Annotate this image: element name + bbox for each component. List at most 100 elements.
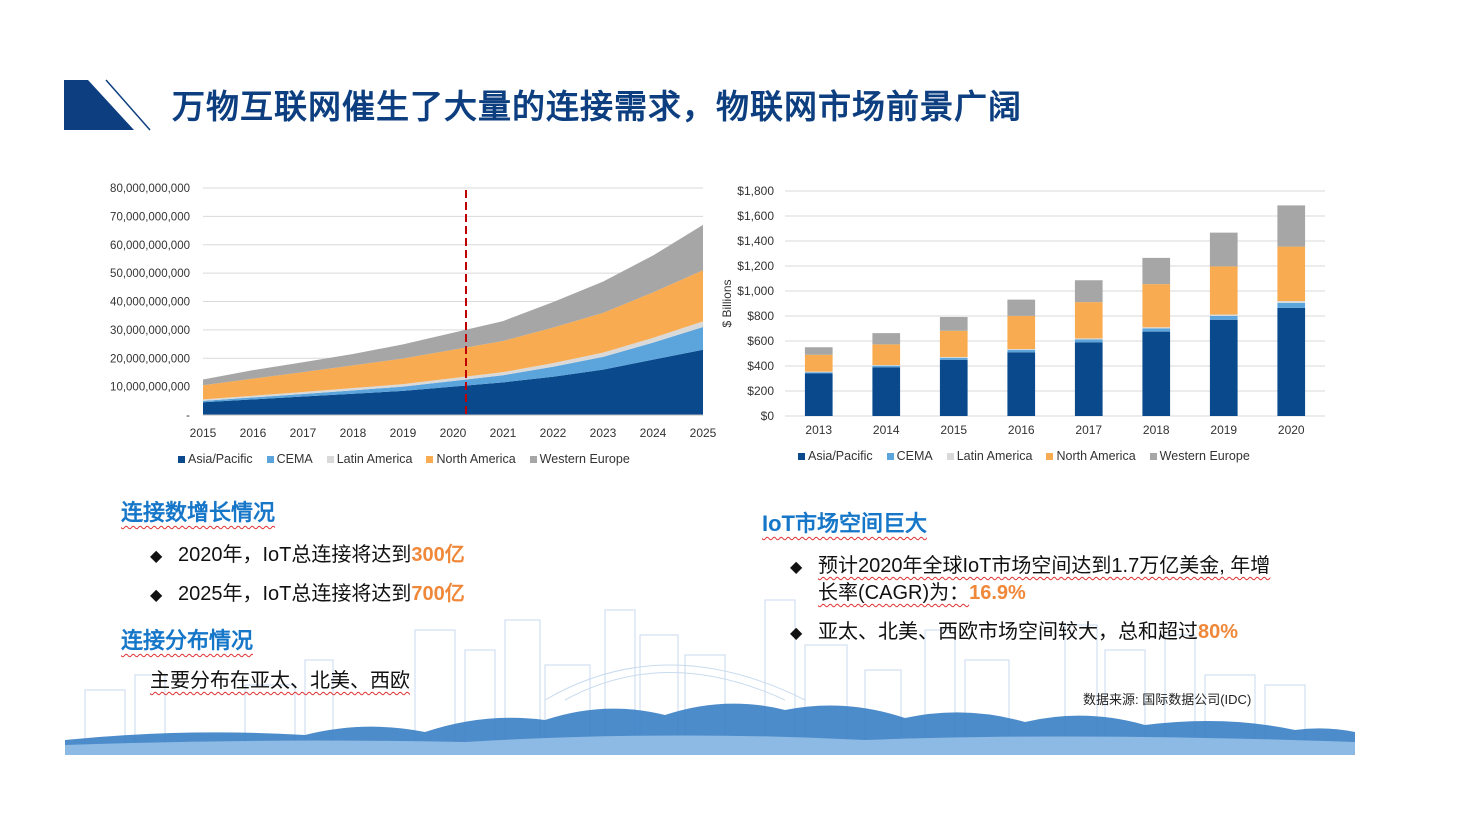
data-source-note: 数据来源: 国际数据公司(IDC) <box>1083 692 1252 707</box>
area-series-asia-pacific <box>203 349 703 415</box>
y-tick-label: $1,200 <box>737 259 774 273</box>
right-chart-legend: Asia/Pacific CEMA Latin America North Am… <box>798 449 1250 463</box>
market-bar-chart: $0 $200 $400 $600 $800 $1,000 $1,200 $1,400 $1,6… <box>720 184 1325 437</box>
bar-asia-pacific <box>1277 307 1306 416</box>
bullet-text: 亚太、北美、西欧市场空间较大，总和超过 <box>818 621 1198 643</box>
bar-western-europe <box>1074 280 1103 303</box>
bar-western-europe <box>1209 232 1238 267</box>
x-tick-label: 2013 <box>805 423 832 437</box>
y-tick-label: 60,000,000,000 <box>110 240 190 252</box>
y-tick-label: 10,000,000,000 <box>110 382 190 394</box>
x-tick-label: 2024 <box>640 426 667 440</box>
x-tick-label: 2025 <box>690 426 717 440</box>
y-tick-label: 70,000,000,000 <box>110 211 190 223</box>
connection-growth-heading: 连接数增长情况 <box>121 500 276 525</box>
x-tick-label: 2018 <box>1143 423 1170 437</box>
x-tick-label: 2017 <box>290 426 317 440</box>
legend-label: Western Europe <box>1159 449 1250 463</box>
bar-latin-america <box>1074 338 1103 340</box>
bar-cema <box>1074 339 1103 343</box>
bar-latin-america <box>1007 349 1036 350</box>
bar-north-america <box>1142 284 1171 328</box>
iot-market-heading: IoT市场空间巨大 <box>762 511 927 536</box>
y-tick-label: 80,000,000,000 <box>110 183 190 195</box>
bar-north-america <box>1074 302 1103 339</box>
left-chart-legend: Asia/Pacific CEMA Latin America North Am… <box>178 452 630 466</box>
bullet-2025-connections: ◆ 2025年，IoT总连接将达到700亿 <box>150 577 465 606</box>
connections-area-chart: - 10,000,000,000 20,000,000,000 30,000,000,… <box>110 183 717 440</box>
y-tick-label: $1,800 <box>737 184 774 198</box>
legend-item: Asia/Pacific <box>798 449 873 463</box>
y-tick-label: 40,000,000,000 <box>110 297 190 309</box>
bar-western-europe <box>1142 257 1171 285</box>
legend-label: CEMA <box>896 449 933 463</box>
bar-cema <box>804 372 833 374</box>
legend-label: North America <box>436 452 516 466</box>
y-tick-label: $1,600 <box>737 209 774 223</box>
area-series-north-america <box>203 270 703 400</box>
x-tick-label: 2016 <box>1008 423 1035 437</box>
diamond-bullet-icon: ◆ <box>790 559 803 576</box>
bar-north-america <box>1007 315 1036 349</box>
bar-latin-america <box>872 365 901 366</box>
bullet-market-size-cont: 长率(CAGR)为：16.9% <box>818 576 1026 605</box>
diamond-bullet-icon: ◆ <box>790 625 803 642</box>
distribution-text: 主要分布在亚太、北美、西欧 <box>150 670 410 692</box>
bar-north-america <box>804 354 833 372</box>
bar-asia-pacific <box>804 373 833 416</box>
bullet-highlight: 700亿 <box>411 583 465 605</box>
bullet-highlight: 80% <box>1198 621 1239 643</box>
x-tick-label: 2023 <box>590 426 617 440</box>
legend-item: CEMA <box>886 449 933 463</box>
legend-item: North America <box>426 452 516 466</box>
bar-latin-america <box>1142 327 1171 329</box>
x-tick-label: 2021 <box>490 426 517 440</box>
x-tick-label: 2019 <box>1210 423 1237 437</box>
bar-asia-pacific <box>1142 331 1171 416</box>
x-tick-label: 2022 <box>540 426 567 440</box>
y-tick-label: $800 <box>747 309 774 323</box>
bar-asia-pacific <box>1074 342 1103 416</box>
x-tick-label: 2019 <box>390 426 417 440</box>
bar-cema <box>1007 350 1036 353</box>
bullet-region-share: ◆ 亚太、北美、西欧市场空间较大，总和超过80% <box>790 615 1238 644</box>
x-tick-label: 2015 <box>190 426 217 440</box>
diamond-bullet-icon: ◆ <box>150 548 163 565</box>
bullet-2020-connections: ◆ 2020年，IoT总连接将达到300亿 <box>150 538 465 567</box>
y-tick-label: $400 <box>747 359 774 373</box>
legend-label: Western Europe <box>539 452 630 466</box>
bar-cema <box>1142 328 1171 332</box>
legend-item: North America <box>1046 449 1136 463</box>
bar-western-europe <box>939 317 968 331</box>
x-tick-label: 2016 <box>240 426 267 440</box>
page-title: 万物互联网催生了大量的连接需求，物联网市场前景广阔 <box>172 88 1022 125</box>
bar-asia-pacific <box>1209 319 1238 416</box>
legend-label: North America <box>1056 449 1136 463</box>
area-series-western-europe <box>203 224 703 386</box>
bar-western-europe <box>1007 299 1036 316</box>
x-tick-label: 2015 <box>940 423 967 437</box>
legend-item: Asia/Pacific <box>178 452 253 466</box>
bar-north-america <box>1209 266 1238 315</box>
legend-label: Latin America <box>956 449 1033 463</box>
bar-cema <box>1277 302 1306 308</box>
bullet-highlight: 300亿 <box>411 544 465 566</box>
area-series-cema <box>203 327 703 403</box>
x-tick-label: 2018 <box>340 426 367 440</box>
x-tick-label: 2020 <box>1278 423 1305 437</box>
bullet-market-size: ◆ 预计2020年全球IoT市场空间达到1.7万亿美金, 年增 <box>790 549 1270 578</box>
y-tick-label: $1,000 <box>737 284 774 298</box>
x-tick-label: 2017 <box>1075 423 1102 437</box>
bar-western-europe <box>1277 205 1306 247</box>
legend-item: CEMA <box>266 452 313 466</box>
bullet-text: 预计2020年全球IoT市场空间达到1.7万亿美金, 年增 <box>818 555 1271 577</box>
y-tick-label: $1,400 <box>737 234 774 248</box>
y-tick-label: 30,000,000,000 <box>110 325 190 337</box>
legend-label: Asia/Pacific <box>808 449 873 463</box>
bullet-highlight: 16.9% <box>969 582 1026 604</box>
bullet-text: 2020年，IoT总连接将达到 <box>178 544 412 566</box>
legend-label: Latin America <box>336 452 413 466</box>
legend-item: Latin America <box>946 449 1033 463</box>
bullet-text: 长率(CAGR)为： <box>818 582 970 604</box>
y-tick-label: $600 <box>747 334 774 348</box>
